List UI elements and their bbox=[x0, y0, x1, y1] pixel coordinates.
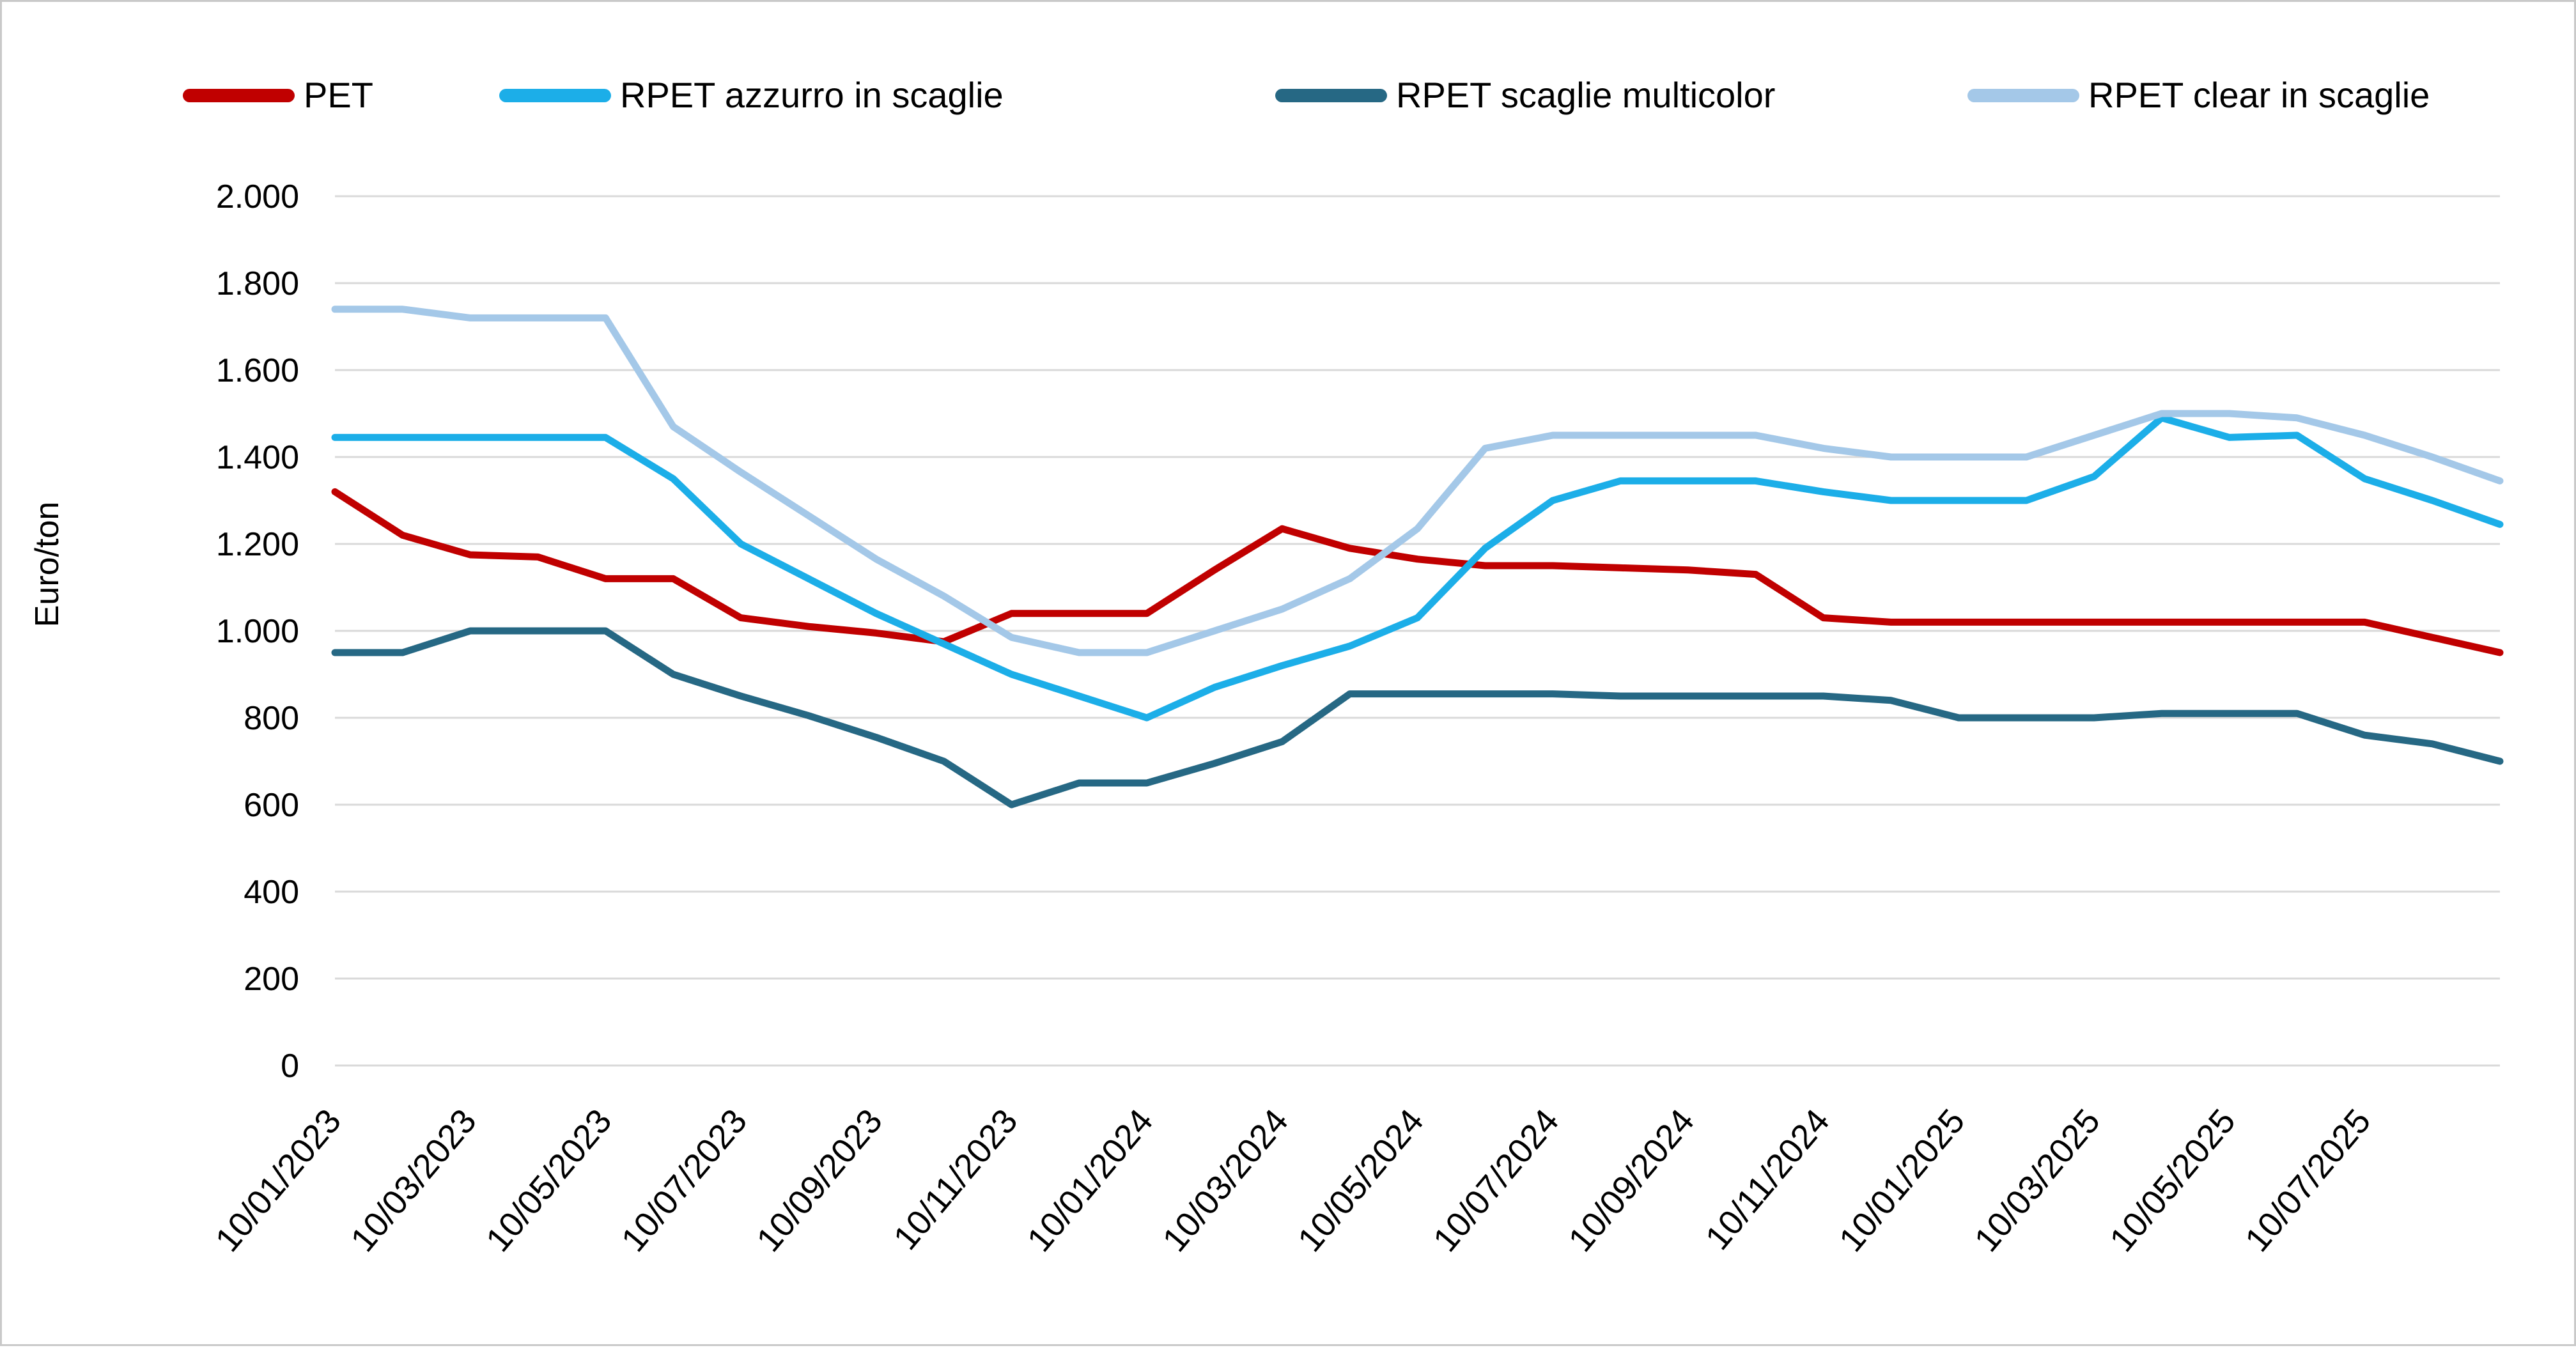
legend-item-rpet-azzurro[interactable]: RPET azzurro in scaglie bbox=[499, 77, 1004, 113]
x-tick-label: 10/09/2023 bbox=[749, 1102, 890, 1259]
y-tick-label: 1.600 bbox=[216, 352, 299, 389]
x-tick-label: 10/01/2023 bbox=[208, 1102, 349, 1259]
x-tick-label: 10/05/2024 bbox=[1291, 1102, 1431, 1259]
y-tick-label: 0 bbox=[281, 1048, 299, 1085]
y-tick-label: 600 bbox=[244, 787, 299, 824]
plot-area[interactable] bbox=[331, 306, 2504, 809]
legend-item-rpet-clear[interactable]: RPET clear in scaglie bbox=[1967, 77, 2430, 113]
series-line-rpet-scaglie-multicolor[interactable] bbox=[331, 627, 2504, 809]
x-tick-label: 10/07/2025 bbox=[2238, 1102, 2378, 1259]
x-tick-label: 10/05/2023 bbox=[479, 1102, 619, 1259]
chart-legend: PET RPET azzurro in scaglie RPET scaglie… bbox=[2, 2, 2574, 143]
y-tick-label: 1.800 bbox=[216, 265, 299, 302]
legend-item-rpet-multicolor[interactable]: RPET scaglie multicolor bbox=[1275, 77, 1775, 113]
x-axis-tick-labels: 10/01/202310/03/202310/05/202310/07/2023… bbox=[208, 1102, 2378, 1259]
x-tick-label: 10/11/2023 bbox=[887, 1102, 1025, 1257]
rpet-clear-series-swatch-icon bbox=[1967, 88, 2079, 102]
x-tick-label: 10/01/2024 bbox=[1020, 1102, 1161, 1259]
y-tick-label: 400 bbox=[244, 874, 299, 911]
y-tick-label: 2.000 bbox=[216, 178, 299, 215]
x-tick-label: 10/11/2024 bbox=[1698, 1102, 1837, 1257]
legend-label: RPET scaglie multicolor bbox=[1396, 75, 1776, 115]
rpet-multicolor-series-swatch-icon bbox=[1275, 88, 1387, 102]
y-axis-tick-labels: 0 200 400 600 800 1.000 1.200 1.400 1.600 1.800 2.… bbox=[216, 178, 299, 1085]
legend-label: RPET azzurro in scaglie bbox=[620, 75, 1004, 115]
series-line-rpet-azzurro-in-scaglie[interactable] bbox=[331, 414, 2504, 722]
x-tick-label: 10/05/2025 bbox=[2102, 1102, 2243, 1259]
y-tick-label: 200 bbox=[244, 961, 299, 998]
y-tick-label: 1.000 bbox=[216, 613, 299, 650]
gridlines bbox=[335, 195, 2500, 1067]
legend-label: RPET clear in scaglie bbox=[2088, 75, 2430, 115]
x-tick-label: 10/03/2025 bbox=[1967, 1102, 2107, 1259]
x-tick-label: 10/09/2024 bbox=[1561, 1102, 1702, 1259]
x-tick-label: 10/03/2024 bbox=[1155, 1102, 1296, 1259]
x-tick-label: 10/01/2025 bbox=[1832, 1102, 1973, 1259]
legend-label: PET bbox=[304, 75, 373, 115]
x-tick-label: 10/07/2023 bbox=[614, 1102, 755, 1259]
x-tick-label: 10/03/2023 bbox=[343, 1102, 484, 1259]
y-axis-title: Euro/ton bbox=[29, 502, 66, 628]
y-tick-label: 800 bbox=[244, 700, 299, 737]
series-line-rpet-clear-in-scaglie[interactable] bbox=[331, 306, 2504, 656]
x-tick-label: 10/07/2024 bbox=[1426, 1102, 1567, 1259]
y-tick-label: 1.400 bbox=[216, 439, 299, 476]
y-tick-label: 1.200 bbox=[216, 526, 299, 563]
rpet-azzurro-series-swatch-icon bbox=[499, 88, 611, 102]
legend-item-pet[interactable]: PET bbox=[183, 77, 373, 113]
pet-series-swatch-icon bbox=[183, 88, 295, 102]
series-line-pet[interactable] bbox=[331, 488, 2504, 656]
